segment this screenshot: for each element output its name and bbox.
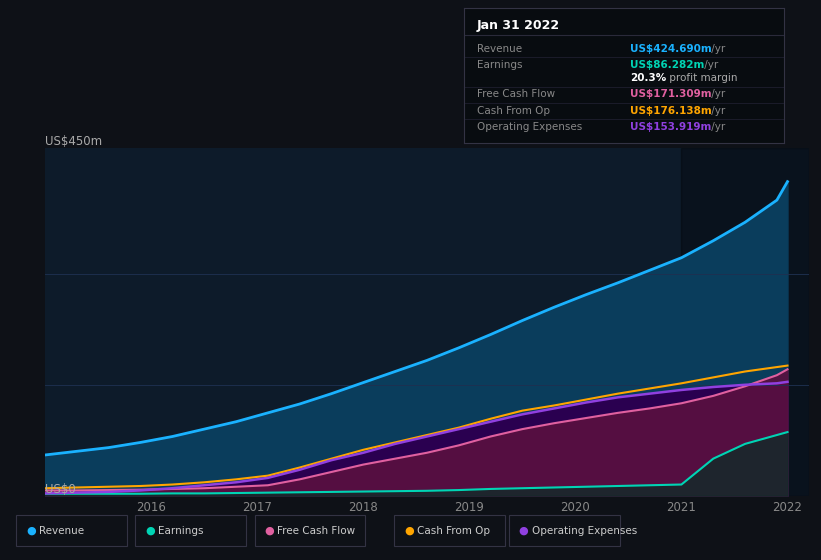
Text: Earnings: Earnings: [477, 60, 522, 70]
Text: profit margin: profit margin: [666, 73, 737, 83]
Text: /yr: /yr: [708, 90, 725, 100]
Text: Revenue: Revenue: [477, 44, 522, 54]
Text: 20.3%: 20.3%: [631, 73, 667, 83]
Bar: [681, 148, 809, 496]
Text: US$424.690m: US$424.690m: [631, 44, 712, 54]
Text: /yr: /yr: [701, 60, 718, 70]
Text: /yr: /yr: [708, 122, 725, 132]
Text: ●: ●: [404, 526, 414, 535]
Text: /yr: /yr: [708, 44, 725, 54]
Text: /yr: /yr: [708, 105, 725, 115]
Text: Revenue: Revenue: [39, 526, 85, 535]
Text: US$450m: US$450m: [45, 136, 103, 148]
Text: ●: ●: [519, 526, 529, 535]
Text: Free Cash Flow: Free Cash Flow: [277, 526, 355, 535]
Text: Operating Expenses: Operating Expenses: [477, 122, 582, 132]
Text: ●: ●: [145, 526, 155, 535]
Text: US$0: US$0: [45, 483, 76, 496]
Text: Jan 31 2022: Jan 31 2022: [477, 19, 560, 32]
Text: US$86.282m: US$86.282m: [631, 60, 704, 70]
Text: Cash From Op: Cash From Op: [417, 526, 490, 535]
Text: US$171.309m: US$171.309m: [631, 90, 712, 100]
Text: Operating Expenses: Operating Expenses: [532, 526, 637, 535]
Text: Earnings: Earnings: [158, 526, 204, 535]
Text: Cash From Op: Cash From Op: [477, 105, 550, 115]
Text: ●: ●: [264, 526, 274, 535]
Text: US$153.919m: US$153.919m: [631, 122, 712, 132]
Text: ●: ●: [26, 526, 36, 535]
Text: Free Cash Flow: Free Cash Flow: [477, 90, 555, 100]
Text: US$176.138m: US$176.138m: [631, 105, 712, 115]
